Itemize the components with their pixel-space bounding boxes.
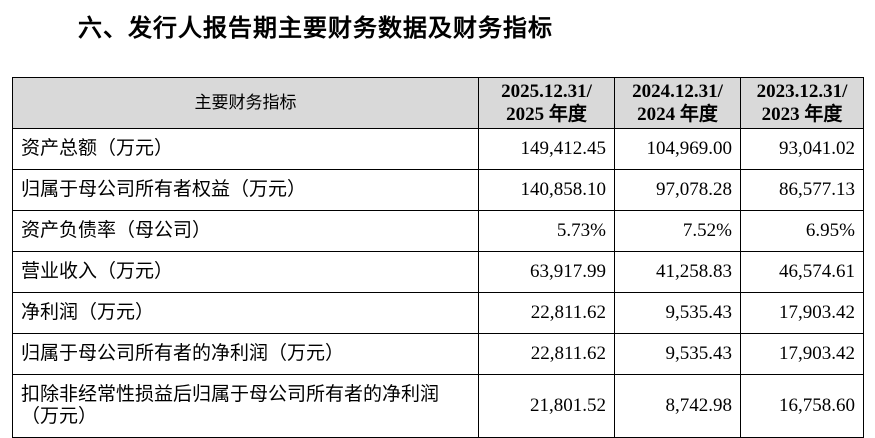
table-row: 归属于母公司所有者的净利润（万元） 22,811.62 9,535.43 17,903… xyxy=(12,333,864,375)
row-label: 营业收入（万元） xyxy=(12,251,479,293)
value-cell: 46,574.61 xyxy=(740,251,864,293)
value-cell: 9,535.43 xyxy=(614,333,741,375)
table-row: 营业收入（万元） 63,917.99 41,258.83 46,574.61 xyxy=(12,251,864,293)
row-label: 归属于母公司所有者的净利润（万元） xyxy=(12,333,479,375)
header-line: 2025.12.31/ xyxy=(501,81,592,102)
financial-table: 主要财务指标 2025.12.31/2025 年度 2024.12.31/2024 … xyxy=(12,77,864,438)
header-line: 2024 年度 xyxy=(637,104,718,125)
value-cell: 16,758.60 xyxy=(740,374,864,438)
value-cell: 97,078.28 xyxy=(614,169,741,211)
section-title: 六、发行人报告期主要财务数据及财务指标 xyxy=(78,14,553,42)
table-row: 净利润（万元） 22,811.62 9,535.43 17,903.42 xyxy=(12,292,864,334)
header-line: 2025 年度 xyxy=(506,104,587,125)
column-header: 主要财务指标 xyxy=(12,77,479,129)
row-label: 资产负债率（母公司） xyxy=(12,210,479,252)
value-cell: 22,811.62 xyxy=(478,333,615,375)
value-cell: 93,041.02 xyxy=(740,128,864,170)
value-cell: 104,969.00 xyxy=(614,128,741,170)
value-cell: 149,412.45 xyxy=(478,128,615,170)
value-cell: 140,858.10 xyxy=(478,169,615,211)
row-label: 扣除非经常性损益后归属于母公司所有者的净利润（万元） xyxy=(12,374,479,438)
value-cell: 8,742.98 xyxy=(614,374,741,438)
table-row: 归属于母公司所有者权益（万元） 140,858.10 97,078.28 86,577… xyxy=(12,169,864,211)
header-line: 2023.12.31/ xyxy=(756,81,848,102)
value-cell: 21,801.52 xyxy=(478,374,615,438)
row-label: 净利润（万元） xyxy=(12,292,479,334)
value-cell: 6.95% xyxy=(740,210,864,252)
value-cell: 9,535.43 xyxy=(614,292,741,334)
column-header: 2025.12.31/2025 年度 xyxy=(478,77,615,129)
table-row: 扣除非经常性损益后归属于母公司所有者的净利润（万元） 21,801.52 8,742… xyxy=(12,374,864,438)
row-label: 资产总额（万元） xyxy=(12,128,479,170)
header-line: 2023 年度 xyxy=(761,104,843,125)
column-header: 2023.12.31/2023 年度 xyxy=(740,77,864,129)
value-cell: 86,577.13 xyxy=(740,169,864,211)
value-cell: 17,903.42 xyxy=(740,292,864,334)
table-row: 资产负债率（母公司） 5.73% 7.52% 6.95% xyxy=(12,210,864,252)
header-line: 2024.12.31/ xyxy=(632,81,723,102)
value-cell: 5.73% xyxy=(478,210,615,252)
header-line: 主要财务指标 xyxy=(194,92,297,113)
column-header: 2024.12.31/2024 年度 xyxy=(614,77,741,129)
value-cell: 63,917.99 xyxy=(478,251,615,293)
value-cell: 17,903.42 xyxy=(740,333,864,375)
row-label: 归属于母公司所有者权益（万元） xyxy=(12,169,479,211)
table-row: 资产总额（万元） 149,412.45 104,969.00 93,041.02 xyxy=(12,128,864,170)
value-cell: 7.52% xyxy=(614,210,741,252)
value-cell: 41,258.83 xyxy=(614,251,741,293)
value-cell: 22,811.62 xyxy=(478,292,615,334)
